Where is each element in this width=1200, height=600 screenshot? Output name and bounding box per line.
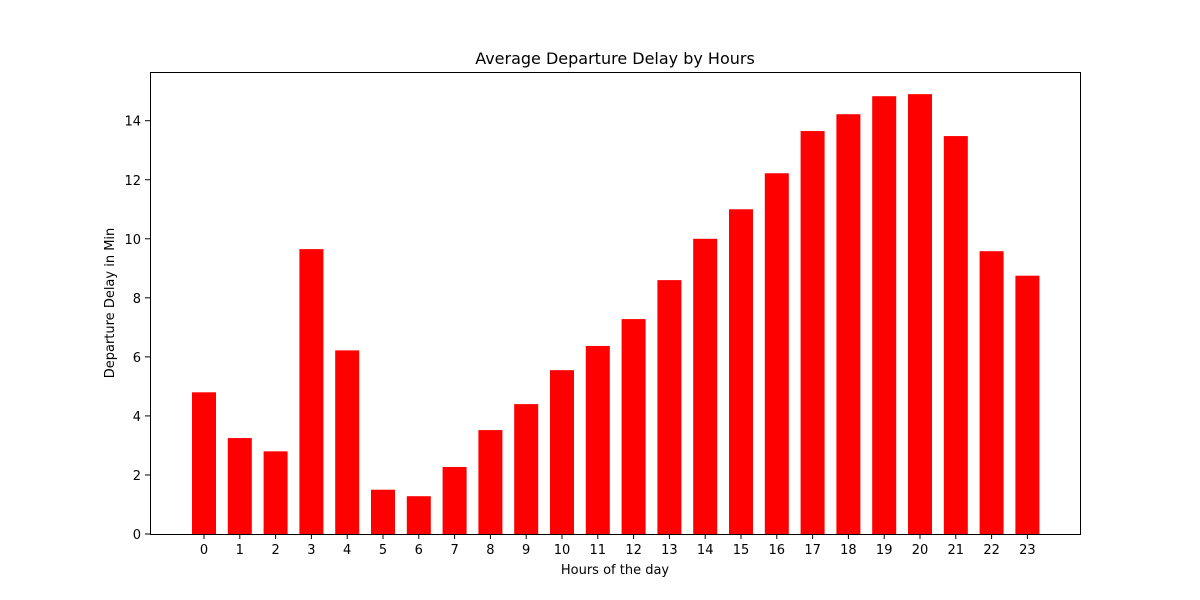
x-tick-label: 13 [661, 543, 678, 558]
x-tick-label: 9 [522, 543, 530, 558]
x-tick-label: 16 [769, 543, 786, 558]
x-tick-label: 11 [590, 543, 607, 558]
bar-hour-2 [263, 451, 288, 534]
x-tick-label: 5 [379, 543, 387, 558]
bar-hour-8 [478, 430, 503, 534]
bar-hour-17 [800, 131, 825, 535]
y-tick-label: 10 [124, 233, 141, 248]
bar-hour-19 [872, 96, 897, 535]
bar-hour-21 [943, 136, 968, 534]
x-tick-label: 21 [948, 543, 965, 558]
bar-hour-16 [764, 173, 789, 534]
x-tick-label: 8 [486, 543, 494, 558]
x-axis-label: Hours of the day [561, 563, 670, 578]
y-axis: 0 2 4 6 8 10 12 14 [124, 115, 150, 543]
bar-hour-11 [585, 345, 610, 534]
y-tick-label: 4 [133, 410, 141, 425]
bar-hour-23 [1015, 275, 1040, 534]
x-tick-label: 23 [1019, 543, 1036, 558]
bar-hour-7 [442, 466, 467, 534]
bar-hour-15 [729, 209, 753, 534]
x-tick-label: 6 [415, 543, 423, 558]
y-axis-label: Departure Delay in Min [103, 228, 118, 379]
bar-hour-9 [514, 404, 539, 534]
x-tick-label: 17 [804, 543, 821, 558]
bar-hour-10 [550, 370, 574, 534]
bar-hour-14 [693, 238, 718, 535]
bars-group [192, 94, 1040, 535]
x-tick-label: 12 [625, 543, 642, 558]
x-tick-label: 4 [343, 543, 351, 558]
x-tick-label: 0 [200, 543, 208, 558]
x-tick-label: 14 [697, 543, 714, 558]
bar-hour-20 [908, 94, 932, 534]
x-tick-label: 2 [271, 543, 279, 558]
x-axis: 0 1 2 3 4 5 6 7 8 9 10 11 12 13 14 15 16 17 18 19 20 21 22 23 [200, 534, 1036, 558]
bar-hour-4 [335, 350, 360, 534]
y-tick-label: 2 [133, 469, 141, 484]
chart-title: Average Departure Delay by Hours [475, 49, 755, 68]
y-tick-label: 8 [133, 292, 141, 307]
y-tick-label: 12 [124, 174, 141, 189]
bar-hour-13 [657, 280, 682, 534]
x-tick-label: 18 [840, 543, 857, 558]
x-tick-label: 1 [236, 543, 244, 558]
x-tick-label: 15 [733, 543, 750, 558]
y-tick-label: 14 [124, 115, 141, 130]
bar-hour-6 [406, 496, 431, 534]
x-tick-label: 20 [912, 543, 929, 558]
x-tick-label: 10 [554, 543, 571, 558]
bar-hour-18 [836, 114, 861, 535]
y-tick-label: 0 [133, 528, 141, 543]
bar-hour-0 [192, 392, 216, 534]
x-tick-label: 19 [876, 543, 893, 558]
bar-hour-1 [227, 438, 252, 534]
y-tick-label: 6 [133, 351, 141, 366]
plot-frame [150, 72, 1081, 535]
bar-hour-12 [621, 319, 646, 534]
bar-hour-22 [979, 251, 1004, 534]
x-tick-label: 22 [983, 543, 1000, 558]
bar-hour-5 [371, 489, 395, 534]
x-tick-label: 3 [307, 543, 315, 558]
bar-hour-3 [299, 249, 324, 534]
x-tick-label: 7 [450, 543, 458, 558]
